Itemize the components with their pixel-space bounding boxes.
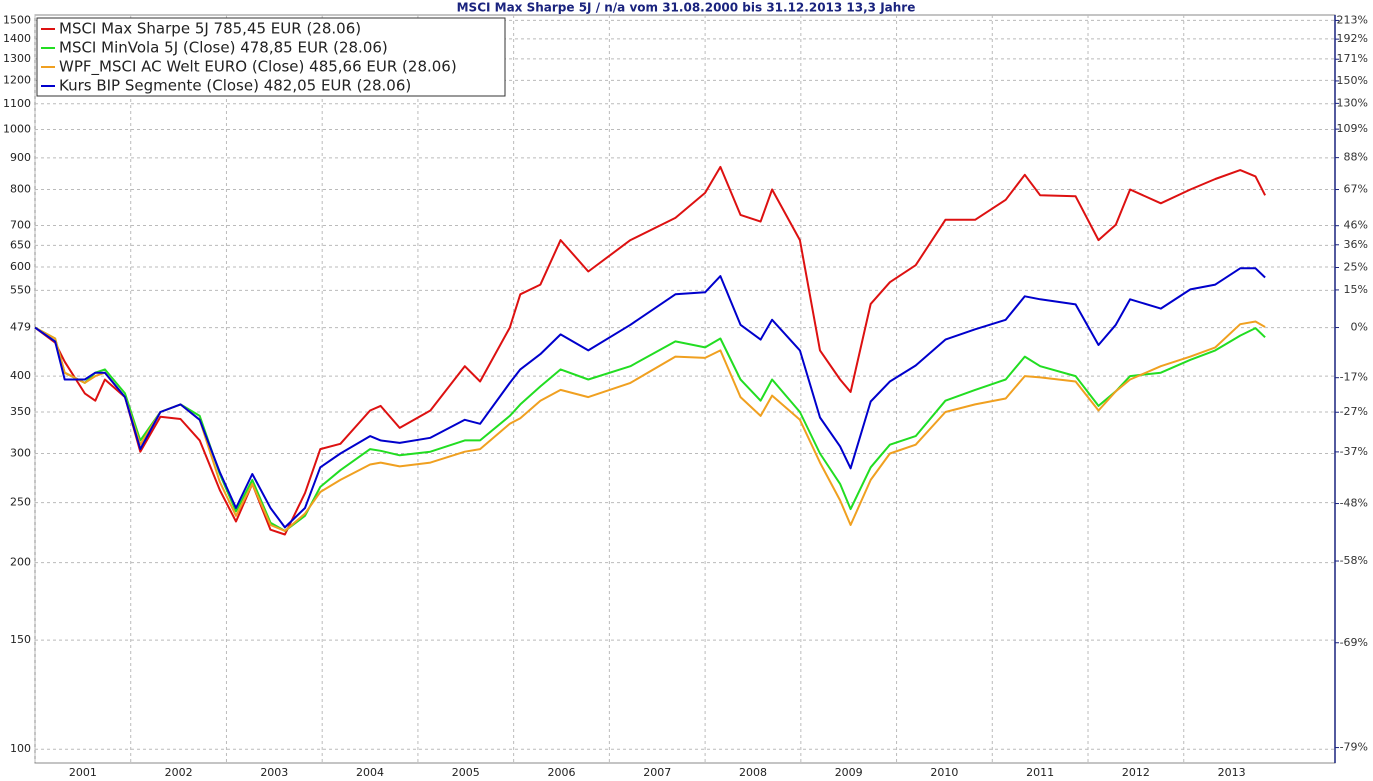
y2-tick-label: 130% xyxy=(1337,96,1368,109)
legend-label: MSCI Max Sharpe 5J 785,45 EUR (28.06) xyxy=(59,20,361,38)
y-tick-label: 1000 xyxy=(3,122,31,135)
y2-tick-label: 25% xyxy=(1344,260,1368,273)
y2-tick-label: 67% xyxy=(1344,183,1368,196)
y2-tick-label: -58% xyxy=(1340,554,1368,567)
y-tick-label: 900 xyxy=(10,151,31,164)
y2-tick-label: -48% xyxy=(1340,497,1368,510)
y-tick-label: 1300 xyxy=(3,52,31,65)
y-tick-label: 650 xyxy=(10,238,31,251)
y2-tick-label: 15% xyxy=(1344,283,1368,296)
y2-tick-label: -17% xyxy=(1340,371,1368,384)
series-line xyxy=(34,326,1266,532)
y-tick-label: 100 xyxy=(10,742,31,755)
y2-tick-label: 192% xyxy=(1337,32,1368,45)
y-tick-label: 200 xyxy=(10,556,31,569)
y-tick-label: 400 xyxy=(10,369,31,382)
x-tick-label: 2013 xyxy=(1218,766,1246,779)
x-tick-label: 2007 xyxy=(643,766,671,779)
y-tick-label: 300 xyxy=(10,447,31,460)
x-tick-label: 2012 xyxy=(1122,766,1150,779)
y-tick-label: 479 xyxy=(10,321,31,334)
x-tick-label: 2008 xyxy=(739,766,767,779)
y2-tick-label: 88% xyxy=(1344,151,1368,164)
series-line xyxy=(34,267,1266,529)
y2-tick-label: -79% xyxy=(1340,741,1368,754)
x-tick-label: 2004 xyxy=(356,766,384,779)
y-tick-label: 150 xyxy=(10,633,31,646)
y-tick-label: 1500 xyxy=(3,13,31,26)
x-tick-label: 2010 xyxy=(930,766,958,779)
y-tick-label: 1400 xyxy=(3,32,31,45)
y2-tick-label: -37% xyxy=(1340,445,1368,458)
y2-tick-label: 109% xyxy=(1337,122,1368,135)
y-tick-label: 600 xyxy=(10,260,31,273)
y-tick-label: 1200 xyxy=(3,73,31,86)
y-tick-label: 1100 xyxy=(3,97,31,110)
y-tick-label: 550 xyxy=(10,283,31,296)
x-tick-label: 2006 xyxy=(548,766,576,779)
series-line xyxy=(34,165,1266,536)
legend-label: Kurs BIP Segmente (Close) 482,05 EUR (28… xyxy=(59,77,411,95)
x-tick-label: 2005 xyxy=(452,766,480,779)
y2-tick-label: -69% xyxy=(1340,636,1368,649)
x-tick-label: 2011 xyxy=(1026,766,1054,779)
y2-tick-label: 0% xyxy=(1351,321,1368,334)
legend: MSCI Max Sharpe 5J 785,45 EUR (28.06)MSC… xyxy=(36,17,506,97)
x-tick-label: 2001 xyxy=(69,766,97,779)
x-tick-label: 2002 xyxy=(165,766,193,779)
y2-tick-label: 46% xyxy=(1344,219,1368,232)
y2-tick-label: 150% xyxy=(1337,74,1368,87)
y-tick-label: 250 xyxy=(10,496,31,509)
legend-box xyxy=(36,17,506,97)
chart-title: MSCI Max Sharpe 5J / n/a vom 31.08.2000 … xyxy=(457,1,916,15)
y-tick-label: 350 xyxy=(10,405,31,418)
y2-tick-label: -27% xyxy=(1340,405,1368,418)
legend-label: WPF_MSCI AC Welt EURO (Close) 485,66 EUR… xyxy=(59,58,457,77)
y2-tick-label: 36% xyxy=(1344,238,1368,251)
plot-area xyxy=(34,14,1336,764)
y-tick-label: 800 xyxy=(10,183,31,196)
x-tick-label: 2009 xyxy=(835,766,863,779)
y2-tick-label: 171% xyxy=(1337,52,1368,65)
legend-label: MSCI MinVola 5J (Close) 478,85 EUR (28.0… xyxy=(59,39,388,57)
x-tick-label: 2003 xyxy=(260,766,288,779)
y-tick-label: 700 xyxy=(10,218,31,231)
y2-tick-label: 213% xyxy=(1337,13,1368,26)
